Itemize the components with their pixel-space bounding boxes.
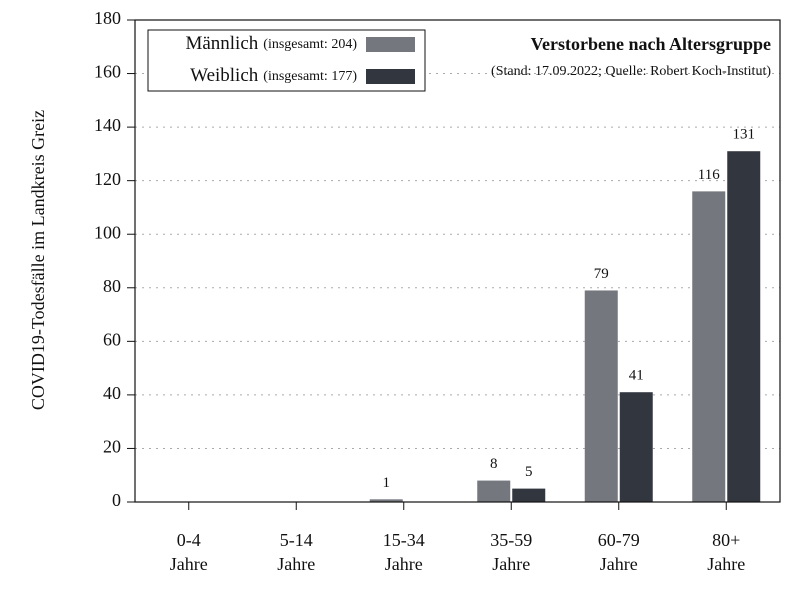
legend-note: (insgesamt: 177) [263, 69, 357, 84]
legend-note: (insgesamt: 204) [263, 37, 357, 52]
legend-label: Männlich (insgesamt: 204) [185, 33, 357, 54]
bar [692, 191, 726, 502]
y-tick-label: 0 [112, 490, 121, 510]
y-tick-label: 140 [94, 115, 121, 135]
y-tick-label: 20 [103, 437, 121, 457]
x-tick-label: 60-79 Jahre [597, 530, 640, 574]
y-tick-label: 180 [94, 8, 121, 28]
y-tick-label: 120 [94, 169, 121, 189]
y-tick-label: 80 [103, 276, 121, 296]
value-label: 116 [698, 167, 720, 183]
chart-title: Verstorbene nach Altersgruppe [531, 34, 771, 54]
x-tick-label: 5-14 Jahre [277, 530, 316, 574]
legend-name: Weiblich [190, 65, 259, 86]
x-tick-label: 15-34 Jahre [382, 530, 425, 574]
bar [584, 290, 618, 502]
bar [477, 480, 511, 502]
value-label: 79 [594, 266, 609, 282]
value-label: 41 [629, 368, 644, 384]
value-label: 131 [733, 127, 756, 143]
bar [619, 392, 653, 502]
x-tick-label: 80+ Jahre [707, 530, 746, 574]
chart-subtitle: (Stand: 17.09.2022; Quelle: Robert Koch-… [491, 64, 771, 79]
bar [512, 488, 546, 502]
x-tick-label: 35-59 Jahre [490, 530, 533, 574]
x-tick-label: 0-4 Jahre [169, 530, 208, 574]
bar [727, 151, 761, 502]
legend-swatch [366, 37, 415, 52]
y-axis-label: COVID19-Todesfälle im Landkreis Greiz [28, 110, 48, 410]
bar [369, 499, 403, 502]
legend-name: Männlich [185, 33, 258, 54]
value-label: 8 [490, 456, 498, 472]
value-label: 1 [383, 475, 391, 491]
value-label: 5 [525, 464, 533, 480]
y-tick-label: 40 [103, 383, 121, 403]
plot-frame [134, 19, 781, 503]
y-tick-label: 160 [94, 62, 121, 82]
y-tick-label: 60 [103, 329, 121, 349]
y-tick-label: 100 [94, 222, 121, 242]
legend-swatch [366, 69, 415, 84]
legend-label: Weiblich (insgesamt: 177) [190, 65, 357, 86]
